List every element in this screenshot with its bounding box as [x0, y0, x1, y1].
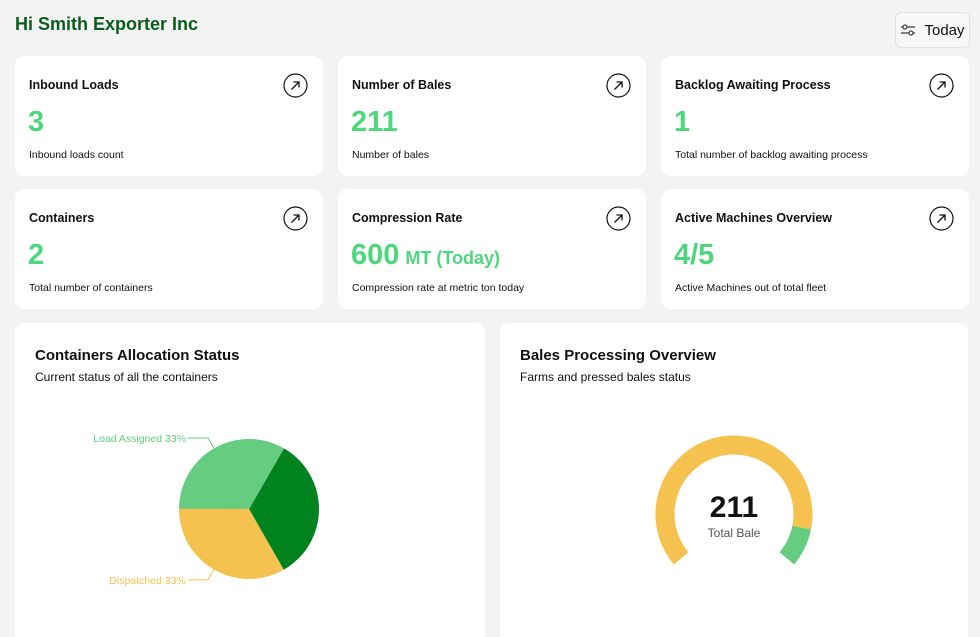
- card-description: Inbound loads count: [29, 149, 124, 161]
- pie-slice: [179, 508, 284, 579]
- panel-title: Containers Allocation Status: [35, 347, 240, 364]
- sliders-icon: [901, 24, 916, 36]
- arrow-up-right-icon[interactable]: [929, 206, 954, 231]
- card-backlog: Backlog Awaiting Process 1 Total number …: [661, 56, 969, 176]
- card-value: 3: [28, 106, 45, 138]
- panel-subtitle: Farms and pressed bales status: [520, 370, 691, 384]
- gauge-arc-segment: [655, 435, 813, 565]
- pie-slice: [179, 439, 284, 509]
- pie-label-line: [187, 569, 215, 581]
- card-title: Compression Rate: [352, 211, 463, 225]
- card-unit: MT (Today): [405, 248, 501, 268]
- card-description: Compression rate at metric ton today: [352, 282, 525, 294]
- gauge-center-label: Total Bale: [708, 526, 761, 540]
- card-title: Backlog Awaiting Process: [675, 78, 831, 92]
- card-description: Total number of containers: [29, 282, 153, 294]
- pie-data-label: Dispatched 33%: [109, 575, 185, 587]
- page-title: Hi Smith Exporter Inc: [15, 14, 199, 34]
- card-value: 4/5: [674, 239, 715, 271]
- date-filter-label: Today: [924, 21, 965, 39]
- card-title: Active Machines Overview: [675, 211, 833, 225]
- arrow-up-right-icon[interactable]: [606, 73, 631, 98]
- card-title: Containers: [29, 211, 95, 225]
- arrow-up-right-icon[interactable]: [283, 206, 308, 231]
- panel-title: Bales Processing Overview: [520, 347, 716, 364]
- card-active-machines: Active Machines Overview 4/5 Active Mach…: [661, 189, 969, 309]
- card-value: 1: [674, 106, 691, 138]
- containers-allocation-panel: Containers Allocation Status Current sta…: [15, 323, 485, 637]
- card-containers: Containers 2 Total number of containers: [15, 189, 323, 309]
- arrow-up-right-icon[interactable]: [283, 73, 308, 98]
- card-description: Active Machines out of total fleet: [675, 282, 827, 294]
- pie-label-line: [188, 437, 215, 449]
- pie-data-label: Load Assigned 33%: [93, 433, 186, 445]
- card-description: Number of bales: [352, 149, 430, 161]
- card-description: Total number of backlog awaiting process: [675, 149, 868, 161]
- bales-gauge-chart: 211 Total Bale: [655, 435, 813, 565]
- card-value: 211: [351, 106, 398, 138]
- card-number-of-bales: Number of Bales 211 Number of bales: [338, 56, 646, 176]
- date-filter-button[interactable]: Today: [895, 12, 970, 48]
- gauge-arc-segment: [779, 525, 811, 565]
- containers-pie-chart: Dispatched 33% Load Assigned 33%: [93, 433, 319, 587]
- bales-processing-panel: Bales Processing Overview Farms and pres…: [500, 323, 968, 637]
- card-title: Number of Bales: [352, 78, 452, 92]
- pie-slice: [249, 448, 319, 570]
- card-value: 600 MT (Today): [351, 239, 501, 271]
- card-compression-rate: Compression Rate 600 MT (Today) Compressi…: [338, 189, 646, 309]
- card-inbound-loads: Inbound Loads 3 Inbound loads count: [15, 56, 323, 176]
- card-value: 2: [28, 239, 45, 271]
- arrow-up-right-icon[interactable]: [929, 73, 954, 98]
- card-title: Inbound Loads: [29, 78, 119, 92]
- arrow-up-right-icon[interactable]: [606, 206, 631, 231]
- panel-subtitle: Current status of all the containers: [35, 370, 218, 384]
- gauge-center-value: 211: [710, 491, 758, 524]
